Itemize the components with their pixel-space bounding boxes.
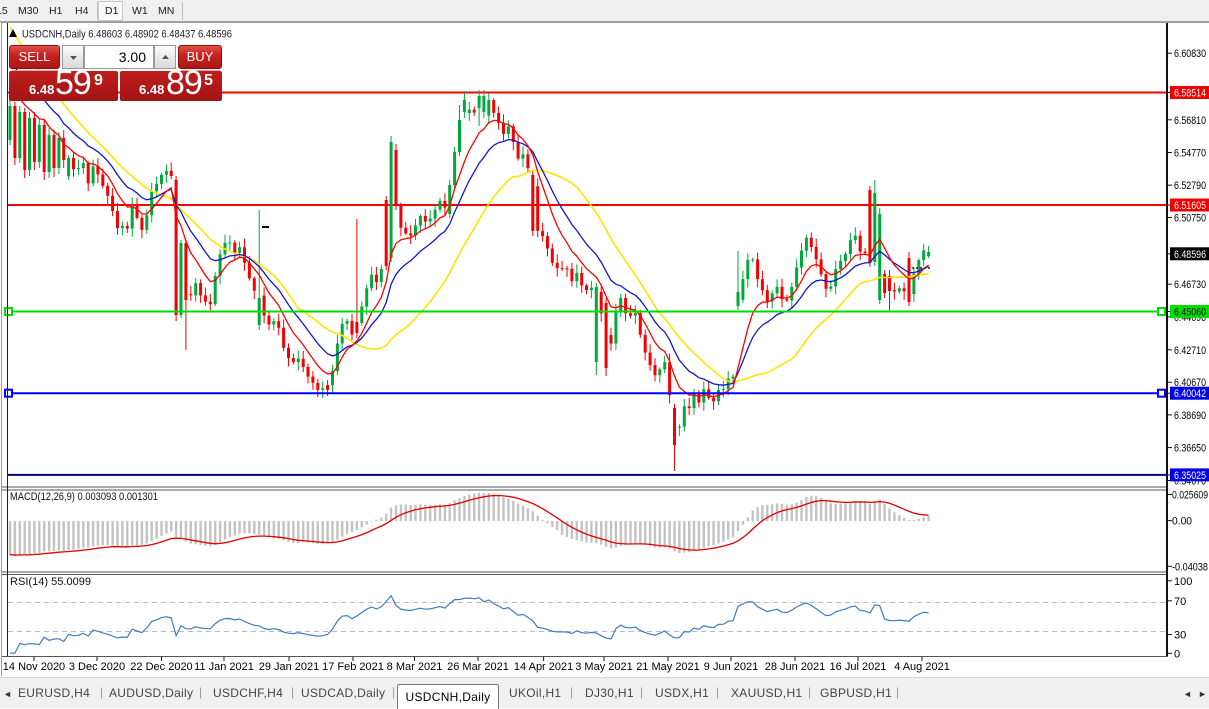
svg-text:29 Jan 2021: 29 Jan 2021 — [259, 661, 320, 673]
svg-text:0.025609: 0.025609 — [1172, 490, 1208, 502]
svg-text:6.35025: 6.35025 — [1174, 470, 1206, 482]
svg-text:0: 0 — [1174, 648, 1180, 660]
svg-text:11 Jan 2021: 11 Jan 2021 — [194, 661, 254, 673]
svg-text:-0.04038: -0.04038 — [1172, 561, 1208, 573]
svg-text:6.42710: 6.42710 — [1174, 345, 1206, 357]
svg-text:6.40042: 6.40042 — [1174, 388, 1206, 400]
svg-text:3 May 2021: 3 May 2021 — [575, 661, 632, 673]
svg-text:22 Dec 2020: 22 Dec 2020 — [130, 661, 192, 673]
svg-text:4 Aug 2021: 4 Aug 2021 — [894, 661, 950, 673]
svg-text:28 Jun 2021: 28 Jun 2021 — [765, 661, 826, 673]
svg-text:21 May 2021: 21 May 2021 — [636, 661, 700, 673]
svg-text:6.36650: 6.36650 — [1174, 443, 1206, 455]
svg-text:USDCNH,Daily 6.48603 6.48902: USDCNH,Daily 6.48603 6.48902 6.48437 6.4… — [22, 29, 232, 41]
svg-text:30: 30 — [1174, 630, 1186, 642]
svg-text:14 Apr 2021: 14 Apr 2021 — [514, 661, 573, 673]
svg-text:3 Dec 2020: 3 Dec 2020 — [69, 661, 125, 673]
svg-text:MACD(12,26,9) 0.003093 0.00130: MACD(12,26,9) 0.003093 0.001301 — [10, 491, 158, 503]
svg-text:0.00: 0.00 — [1172, 516, 1192, 528]
svg-text:6.52790: 6.52790 — [1174, 180, 1206, 192]
svg-text:100: 100 — [1174, 576, 1192, 588]
svg-text:9 Jun 2021: 9 Jun 2021 — [704, 661, 758, 673]
svg-text:8 Mar 2021: 8 Mar 2021 — [387, 661, 443, 673]
svg-text:RSI(14) 55.0099: RSI(14) 55.0099 — [10, 576, 91, 588]
svg-text:6.56810: 6.56810 — [1174, 115, 1206, 127]
svg-text:70: 70 — [1174, 596, 1186, 608]
svg-text:6.45060: 6.45060 — [1174, 307, 1206, 319]
svg-text:6.51605: 6.51605 — [1174, 200, 1206, 212]
svg-text:14 Nov 2020: 14 Nov 2020 — [3, 661, 65, 673]
svg-text:6.46730: 6.46730 — [1174, 279, 1206, 291]
svg-text:6.40670: 6.40670 — [1174, 377, 1206, 389]
svg-text:6.48596: 6.48596 — [1174, 249, 1206, 261]
svg-text:16 Jul 2021: 16 Jul 2021 — [830, 661, 887, 673]
svg-text:17 Feb 2021: 17 Feb 2021 — [322, 661, 384, 673]
svg-text:6.60830: 6.60830 — [1174, 48, 1206, 60]
svg-text:26 Mar 2021: 26 Mar 2021 — [447, 661, 509, 673]
svg-text:6.58514: 6.58514 — [1174, 88, 1206, 100]
svg-text:6.38690: 6.38690 — [1174, 410, 1206, 422]
svg-text:6.54770: 6.54770 — [1174, 148, 1206, 160]
svg-text:6.50750: 6.50750 — [1174, 213, 1206, 225]
